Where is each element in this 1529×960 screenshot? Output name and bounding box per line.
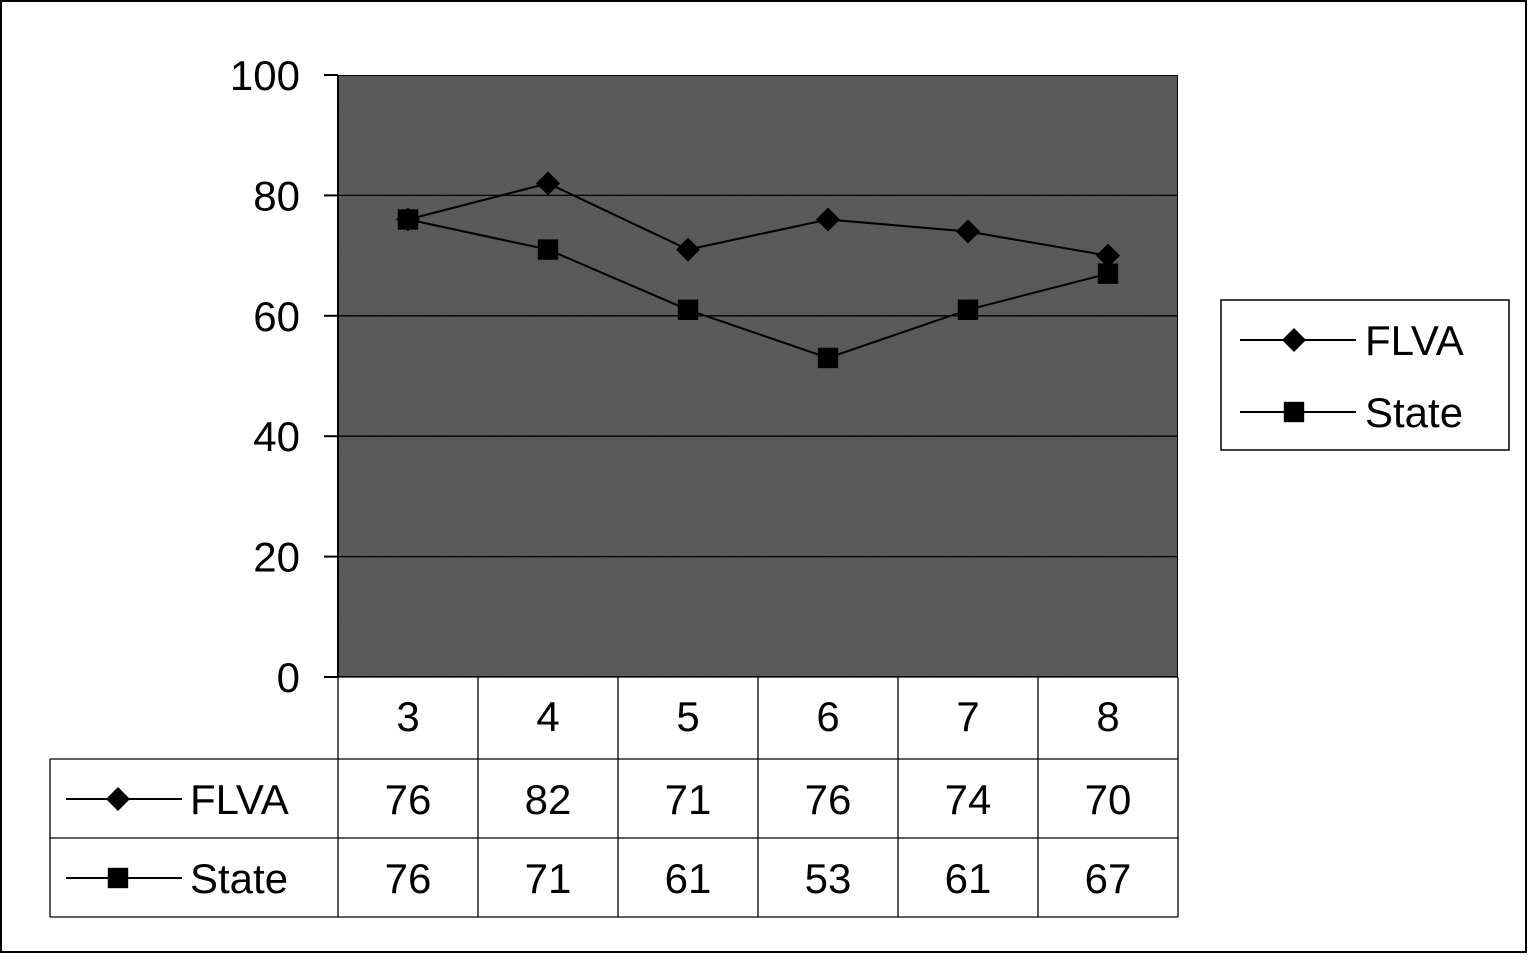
series-lines: [407, 182, 1109, 359]
x-category-label: 3: [396, 693, 419, 740]
table-cell-state: 61: [945, 855, 992, 902]
y-tick-label: 40: [253, 413, 300, 460]
y-tick-label: 0: [277, 654, 300, 701]
table-legend-square-marker: [107, 867, 129, 889]
series-line-flva: [407, 182, 1109, 257]
square-marker: [677, 299, 699, 320]
table-legend-diamond-marker: [106, 787, 130, 811]
x-category-label: 7: [956, 693, 979, 740]
table-cell-state: 67: [1085, 855, 1132, 902]
legend-label-flva: FLVA: [1365, 317, 1464, 364]
x-category-label: 6: [816, 693, 839, 740]
table-series-name-state: State: [190, 855, 288, 902]
square-marker: [957, 299, 979, 320]
y-tick-label: 100: [230, 52, 300, 99]
x-category-label: 5: [676, 693, 699, 740]
plot-area: [337, 74, 1179, 678]
square-marker: [817, 347, 839, 369]
table-cell-flva: 71: [665, 776, 712, 823]
legend-label-state: State: [1365, 389, 1463, 436]
table-cell-state: 53: [805, 855, 852, 902]
y-tick-label: 20: [253, 534, 300, 581]
table-cell-flva: 74: [945, 776, 992, 823]
gridlines: [338, 194, 1178, 558]
diamond-marker: [956, 219, 980, 244]
table-cell-flva: 70: [1085, 776, 1132, 823]
x-category-label: 8: [1096, 693, 1119, 740]
square-marker: [1097, 263, 1119, 284]
diamond-marker: [536, 171, 560, 196]
legend-diamond-marker: [1282, 328, 1306, 352]
y-axis: 100 80 60 40 20 0: [230, 52, 339, 701]
table-cell-flva: 82: [525, 776, 572, 823]
legend-square-marker: [1283, 401, 1305, 423]
square-marker: [537, 239, 559, 260]
y-tick-label: 80: [253, 172, 300, 219]
diamond-marker: [816, 207, 840, 232]
table-cell-flva: 76: [385, 776, 432, 823]
diamond-marker: [1096, 243, 1120, 268]
table-cell-state: 71: [525, 855, 572, 902]
x-category-label: 4: [536, 693, 559, 740]
diamond-marker: [676, 237, 700, 262]
table-cell-state: 76: [385, 855, 432, 902]
series-line-state: [407, 218, 1109, 359]
table-series-name-flva: FLVA: [190, 776, 289, 823]
square-marker: [397, 209, 419, 230]
table-cell-state: 61: [665, 855, 712, 902]
table-cell-flva: 76: [805, 776, 852, 823]
y-tick-label: 60: [253, 293, 300, 340]
data-markers: [396, 171, 1120, 369]
legend: FLVA State: [1220, 299, 1510, 451]
legend-box: [1220, 299, 1510, 451]
